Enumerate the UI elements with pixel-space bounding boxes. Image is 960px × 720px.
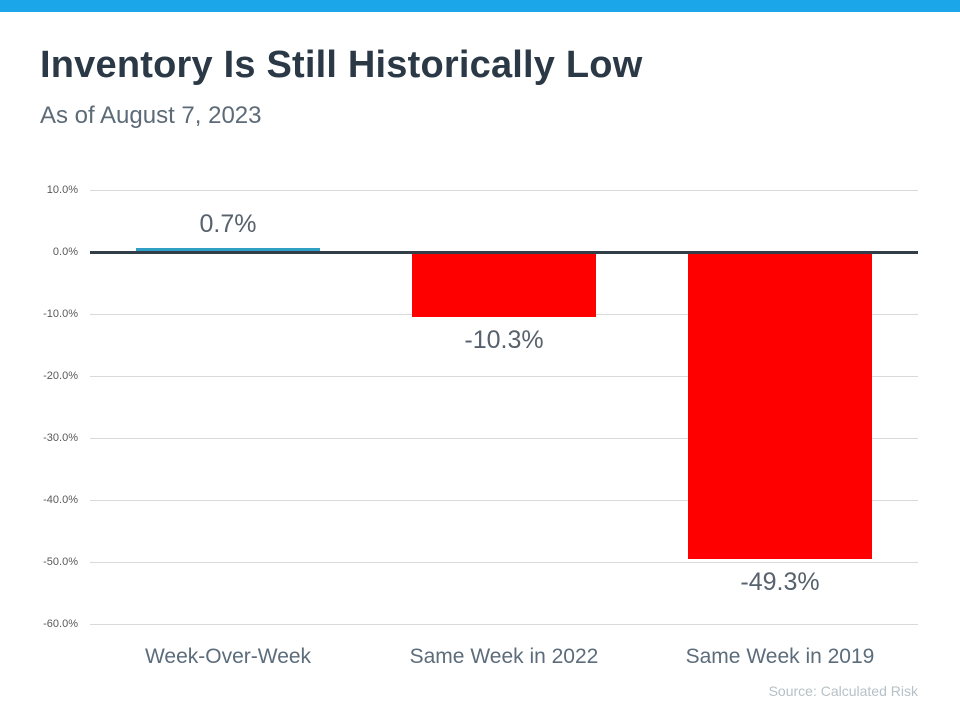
- gridline: [90, 438, 918, 439]
- page-title: Inventory Is Still Historically Low: [40, 44, 643, 86]
- y-axis-tick-label: -30.0%: [43, 432, 78, 444]
- bar-same-week-in-2019: [688, 253, 872, 560]
- category-label-same-week-in-2022: Same Week in 2022: [409, 645, 599, 668]
- y-axis-tick-label: -40.0%: [43, 494, 78, 506]
- y-axis-tick-label: 0.0%: [52, 246, 78, 258]
- page-subtitle: As of August 7, 2023: [40, 102, 262, 129]
- zero-axis-line: [90, 250, 918, 254]
- bar-week-over-week: [136, 247, 320, 252]
- value-label-same-week-in-2022: -10.3%: [464, 325, 544, 354]
- value-label-week-over-week: 0.7%: [199, 209, 257, 238]
- value-label-same-week-in-2019: -49.3%: [740, 567, 820, 596]
- plot-area: 10.0% 0.0% -10.0% -20.0% -30.0% -40.0% -50.0% -…: [43, 184, 918, 668]
- y-axis-tick-label: -10.0%: [43, 308, 78, 320]
- gridline: [90, 562, 918, 563]
- y-axis-tick-label: -50.0%: [43, 556, 78, 568]
- source-note: Source: Calculated Risk: [768, 683, 918, 699]
- y-axis-tick-label: 10.0%: [46, 184, 78, 196]
- y-axis-tick-label: -20.0%: [43, 370, 78, 382]
- bar-same-week-in-2022: [412, 253, 596, 318]
- gridline: [90, 190, 918, 191]
- accent-top-stripe: [0, 0, 960, 12]
- category-label-same-week-in-2019: Same Week in 2019: [685, 645, 875, 668]
- gridline: [90, 624, 918, 625]
- category-label-week-over-week: Week-Over-Week: [144, 645, 312, 668]
- gridline: [90, 500, 918, 501]
- y-axis-tick-label: -60.0%: [43, 618, 78, 630]
- gridline: [90, 376, 918, 377]
